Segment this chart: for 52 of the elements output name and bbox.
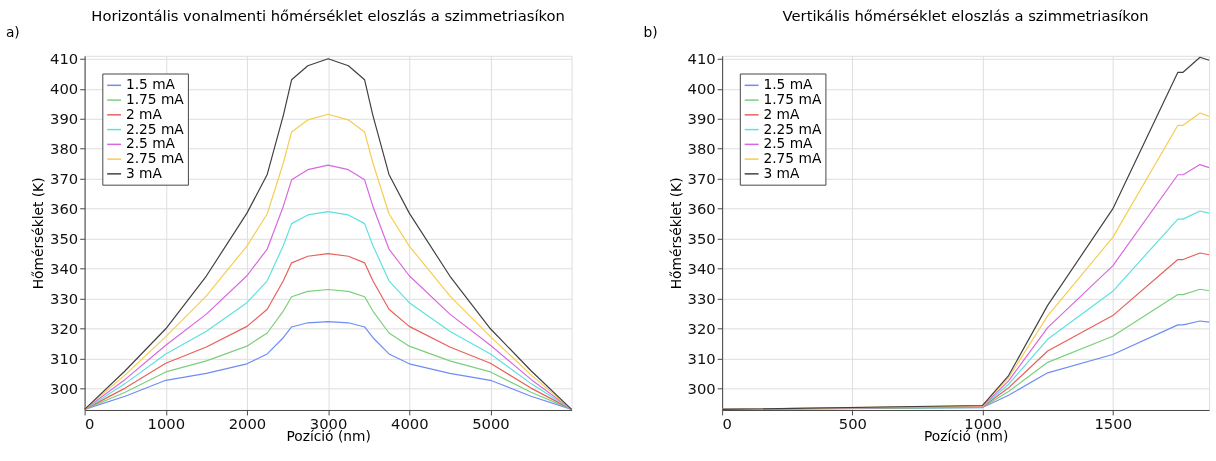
legend-label: 3 mA — [763, 164, 800, 181]
y-tick-label: 340 — [50, 259, 79, 277]
x-tick-label: 500 — [838, 415, 867, 433]
legend-label: 2.75 mA — [125, 150, 185, 167]
legend-label: 2 mA — [125, 105, 163, 122]
legend-label: 2.5 mA — [125, 135, 176, 152]
y-tick-label: 360 — [687, 200, 716, 218]
legend-label: 1.75 mA — [763, 91, 822, 108]
y-tick-label: 400 — [50, 80, 79, 98]
x-tick-label: 1500 — [1094, 415, 1133, 433]
x-tick-label: 0 — [722, 415, 733, 433]
y-tick-label: 390 — [50, 110, 79, 128]
y-tick-label: 390 — [687, 110, 716, 128]
x-tick-label: 2000 — [228, 415, 267, 433]
y-tick-label: 350 — [687, 230, 716, 247]
y-tick-label: 410 — [50, 50, 79, 68]
chart-title: Horizontális vonalmenti hőmérséklet eloszlás a szimmetriasíkon — [91, 7, 565, 25]
y-tick-label: 300 — [50, 379, 79, 397]
x-tick-label: 5000 — [472, 415, 510, 433]
y-tick-label: 370 — [687, 170, 716, 188]
y-tick-label: 320 — [50, 319, 79, 337]
legend-label: 1.5 mA — [125, 76, 176, 93]
y-tick-label: 380 — [687, 140, 716, 158]
y-tick-label: 400 — [687, 80, 716, 98]
y-tick-label: 350 — [50, 230, 79, 247]
legend-label: 2.75 mA — [763, 150, 822, 167]
y-axis-title: Hőmérséklet (K) — [30, 177, 47, 290]
y-tick-label: 310 — [50, 349, 79, 367]
legend-label: 2.25 mA — [763, 120, 822, 137]
legend-label: 2.25 mA — [125, 120, 185, 137]
legend-label: 1.5 mA — [763, 76, 814, 93]
legend-label: 2.5 mA — [763, 135, 814, 152]
x-tick-label: 1000 — [147, 415, 186, 433]
x-tick-label: 0 — [85, 415, 95, 433]
y-tick-label: 300 — [687, 379, 716, 397]
text: b) — [643, 24, 658, 41]
y-tick-label: 380 — [50, 140, 79, 158]
y-tick-label: 330 — [50, 289, 79, 307]
y-tick-label: 340 — [687, 259, 716, 277]
y-tick-label: 360 — [50, 200, 79, 218]
chart-title: Vertikális hőmérséklet eloszlás a szimmetriasíkon — [782, 7, 1149, 25]
y-tick-label: 330 — [687, 289, 716, 307]
y-tick-label: 320 — [687, 319, 716, 337]
x-tick-label: 4000 — [390, 415, 429, 433]
text: a) — [5, 24, 20, 41]
legend-label: 2 mA — [763, 105, 800, 122]
y-tick-label: 410 — [687, 50, 716, 68]
y-axis-title: Hőmérséklet (K) — [667, 177, 684, 290]
legend-label: 1.75 mA — [125, 91, 185, 108]
y-tick-label: 370 — [50, 170, 79, 188]
y-tick-label: 310 — [687, 349, 716, 367]
legend-label: 3 mA — [125, 164, 163, 181]
